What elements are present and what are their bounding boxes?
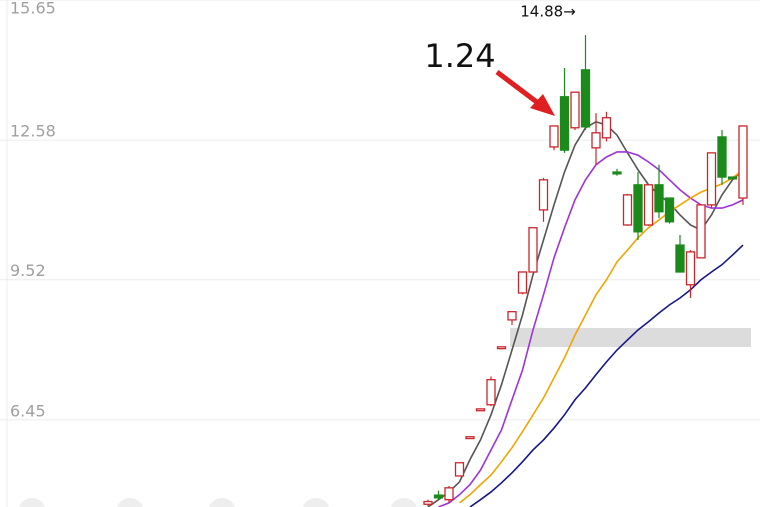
candle-body	[528, 227, 538, 273]
candles	[423, 35, 748, 507]
toolbar-button[interactable]	[302, 498, 330, 507]
y-tick-label: 9.52	[10, 261, 46, 280]
candle-body	[654, 184, 664, 213]
candle-body	[570, 91, 580, 129]
candle-body	[622, 194, 633, 226]
candle-body	[444, 487, 454, 501]
candle-body	[601, 117, 612, 139]
arrow-shaft	[495, 70, 544, 108]
candle-body	[454, 462, 465, 477]
toolbar-button[interactable]	[116, 498, 144, 507]
candle-body	[580, 69, 591, 128]
toolbar-button[interactable]	[390, 498, 418, 507]
candle-body	[538, 179, 549, 211]
annotation: 1.24	[424, 37, 495, 75]
candle-body	[496, 346, 507, 350]
candle-body	[675, 244, 685, 273]
candle-body	[559, 96, 570, 151]
candle-body	[738, 125, 748, 199]
candle-body	[612, 171, 622, 175]
candle-body	[486, 379, 496, 406]
candle-body	[685, 251, 696, 286]
grid: 15.65 12.58 9.52 6.45	[0, 0, 760, 421]
ma-line	[438, 151, 744, 507]
candle-body	[727, 176, 738, 180]
y-tick-label: 6.45	[10, 401, 46, 420]
candle-body	[517, 271, 528, 294]
y-tick-label: 12.58	[10, 122, 56, 141]
toolbar-button[interactable]	[208, 498, 236, 507]
ma-line	[459, 169, 744, 504]
candle-body	[633, 184, 643, 233]
candle-body	[433, 494, 444, 499]
arrow-head	[530, 94, 555, 116]
toolbar-button[interactable]	[18, 498, 46, 507]
candle-body	[717, 136, 727, 178]
candle-body	[664, 197, 675, 223]
candle-body	[696, 204, 706, 259]
candle-body	[423, 500, 433, 505]
candle-body	[507, 311, 517, 321]
candle-body	[643, 184, 654, 226]
candle-body	[591, 132, 601, 149]
y-tick-label: 15.65	[10, 0, 56, 18]
candle-body	[475, 408, 486, 412]
high-annotation: 14.88→	[520, 3, 576, 21]
bottom-toolbar	[18, 498, 418, 507]
candle-body	[465, 436, 475, 440]
candle-body	[706, 152, 717, 206]
ma-line	[469, 244, 744, 507]
candle-body	[549, 125, 559, 148]
